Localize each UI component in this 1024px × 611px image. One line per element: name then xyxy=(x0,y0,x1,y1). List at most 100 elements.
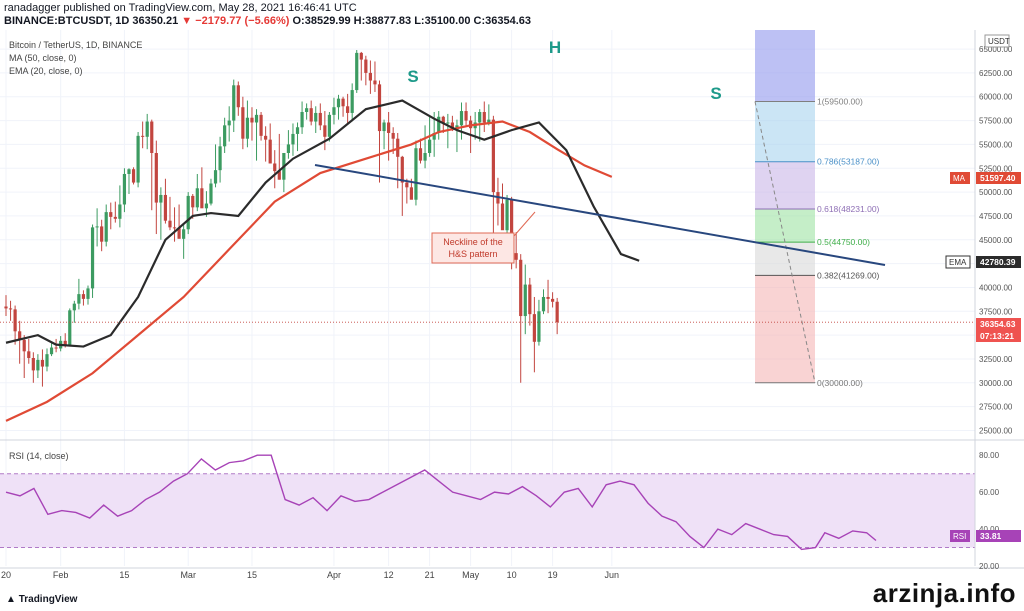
candle-body xyxy=(537,311,541,342)
candle-body xyxy=(63,340,67,345)
candle-body xyxy=(182,229,186,239)
candle-body xyxy=(218,146,222,171)
price-tick-label: 50000.00 xyxy=(979,188,1013,197)
price-tick-label: 32500.00 xyxy=(979,355,1013,364)
pattern-head-label: H xyxy=(549,38,561,57)
candle-body xyxy=(532,314,536,342)
candle-body xyxy=(45,354,49,367)
candle-body xyxy=(77,294,81,304)
candle-body xyxy=(377,84,382,132)
ema-value-tag: 42780.39 xyxy=(980,257,1016,267)
candle-body xyxy=(141,135,145,137)
candle-body xyxy=(409,187,413,200)
candle-body xyxy=(364,59,368,73)
neckline xyxy=(314,164,886,266)
candle-body xyxy=(195,188,199,208)
candle-body xyxy=(300,112,304,128)
candle-body xyxy=(491,119,495,193)
ma-legend: MA (50, close, 0) xyxy=(9,53,77,63)
candle-body xyxy=(441,116,445,124)
candle-body xyxy=(551,298,555,302)
ema-line xyxy=(5,99,640,348)
candle-body xyxy=(145,121,149,137)
candle-body xyxy=(459,111,464,126)
fib-level-label: 0.382(41269.00) xyxy=(817,270,880,280)
candle-body xyxy=(104,212,108,242)
time-tick-label: Apr xyxy=(327,570,341,580)
candle-body xyxy=(241,107,245,139)
time-tick-label: Feb xyxy=(53,570,69,580)
candle-body xyxy=(555,301,559,323)
countdown-tag: 07:13:21 xyxy=(980,331,1014,341)
rsi-line xyxy=(5,454,877,551)
fib-band xyxy=(755,208,815,243)
price-tick-label: 45000.00 xyxy=(979,236,1013,245)
candle-body xyxy=(118,204,122,219)
candle-body xyxy=(405,182,409,188)
candle-body xyxy=(428,139,432,153)
candle-body xyxy=(264,135,268,140)
candle-body xyxy=(327,114,332,137)
axes: 25000.0027500.0030000.0032500.0035000.00… xyxy=(0,30,1024,580)
candle-body xyxy=(100,226,104,242)
price-tick-label: 62500.00 xyxy=(979,69,1013,78)
candle-body xyxy=(13,309,17,332)
price-tick-label: 65000.00 xyxy=(979,45,1013,54)
candle-body xyxy=(245,117,250,139)
candle-body xyxy=(423,153,427,161)
candle-body xyxy=(382,122,386,132)
price-tick-label: 40000.00 xyxy=(979,283,1013,292)
candle-body xyxy=(213,170,218,184)
price-tick-label: 30000.00 xyxy=(979,379,1013,388)
time-tick-label: 10 xyxy=(507,570,517,580)
fib-band xyxy=(755,275,815,383)
candle-body xyxy=(27,351,31,358)
candle-body xyxy=(368,72,372,81)
candle-body xyxy=(54,347,58,349)
watermark: arzinja.info xyxy=(872,578,1016,608)
candle-body xyxy=(277,171,281,180)
candle-body xyxy=(191,195,195,208)
neckline-callout-line1: Neckline of the xyxy=(443,237,503,247)
fib-level-label: 0(30000.00) xyxy=(817,378,863,388)
fib-band xyxy=(755,161,815,209)
price-tick-label: 27500.00 xyxy=(979,403,1013,412)
candle-body xyxy=(505,199,509,231)
ema-legend: EMA (20, close, 0) xyxy=(9,66,83,76)
ema-label-tag: EMA xyxy=(949,258,967,267)
candle-body xyxy=(332,107,336,115)
fibonacci-retracement: 1(59500.00) 0.786(53187.00) 0.618(48231.00… xyxy=(754,30,880,388)
candle-body xyxy=(40,359,45,367)
time-tick-label: 15 xyxy=(247,570,257,580)
price-tick-label: 47500.00 xyxy=(979,212,1013,221)
fib-band xyxy=(755,101,815,162)
rsi-panel xyxy=(0,454,975,551)
candle-body xyxy=(254,114,259,123)
neckline-callout-line2: H&S pattern xyxy=(448,249,497,259)
ma-label-tag: MA xyxy=(953,174,966,183)
chart-title: Bitcoin / TetherUS, 1D, BINANCE xyxy=(9,40,143,50)
ma-label-tag-bg xyxy=(950,172,970,184)
candle-body xyxy=(546,296,550,299)
fib-band-top xyxy=(755,30,815,102)
candle-body xyxy=(418,148,423,161)
time-tick-label: 21 xyxy=(425,570,435,580)
rsi-tick-label: 40.00 xyxy=(979,525,1000,534)
candle-body xyxy=(250,117,254,123)
candle-body xyxy=(49,347,54,355)
price-tick-label: 37500.00 xyxy=(979,307,1013,316)
candle-body xyxy=(95,226,99,228)
fib-level-label: 1(59500.00) xyxy=(817,97,863,107)
rsi-band xyxy=(0,473,975,548)
candle-body xyxy=(478,112,482,123)
candle-body xyxy=(122,173,127,205)
candle-body xyxy=(22,339,26,352)
candle-body xyxy=(200,188,204,209)
candle-body xyxy=(268,139,272,164)
time-tick-label: May xyxy=(462,570,480,580)
rsi-label-tag: RSI xyxy=(953,532,966,541)
tradingview-logo: ▲ TradingView xyxy=(6,594,78,605)
candle-body xyxy=(172,227,177,229)
candle-body xyxy=(4,306,8,309)
currency-tag: USDT xyxy=(988,37,1010,46)
